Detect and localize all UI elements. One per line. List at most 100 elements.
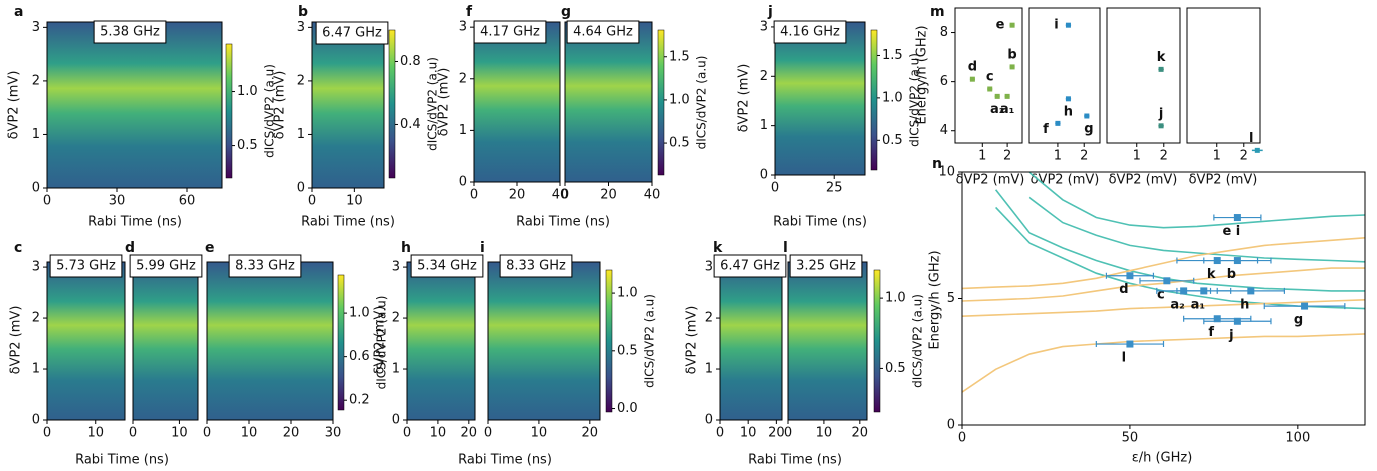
y-tick-label: 3 <box>705 260 713 275</box>
colorbar-tick-label: 1.0 <box>237 84 258 99</box>
panel-letter: g <box>561 4 571 20</box>
point <box>1065 22 1071 28</box>
x-tick-label: 2 <box>1080 149 1088 164</box>
point <box>969 76 975 82</box>
point-label: e i <box>1222 224 1240 239</box>
colorbar-tick-label: 0.0 <box>617 401 638 416</box>
point-label: k <box>1207 267 1216 282</box>
frequency-label: 6.47 GHz <box>720 259 780 274</box>
plot-frame <box>954 7 1023 144</box>
colorbar-tick-label: 0.5 <box>669 136 690 151</box>
y-tick-label: 3 <box>32 260 40 275</box>
frequency-label: 3.25 GHz <box>796 259 856 274</box>
panel-letter: l <box>783 240 788 256</box>
y-tick-label: 4 <box>940 123 948 138</box>
point-label: i <box>1054 18 1058 33</box>
point-label: b <box>1227 267 1236 282</box>
x-tick-label: 10 <box>740 426 757 441</box>
point <box>1233 317 1241 325</box>
x-tick-label: 10 <box>346 194 363 209</box>
point <box>1301 302 1309 310</box>
colorbar-tick-label: 1.0 <box>669 92 690 107</box>
point-label: l <box>1249 131 1253 146</box>
x-axis-label: δVP2 (mV) <box>1189 173 1258 188</box>
y-axis-label: δVP2 (mV) <box>685 306 700 375</box>
x-tick-label: 20 <box>509 188 526 203</box>
y-axis-label: δVP2 (mV) <box>9 306 24 375</box>
x-tick-label: 0 <box>203 426 211 441</box>
x-axis-label: δVP2 (mV) <box>1109 173 1178 188</box>
y-tick-label: 3 <box>459 20 467 35</box>
point <box>1158 123 1164 129</box>
x-tick-label: 0 <box>771 181 779 196</box>
x-tick-label: 0 <box>958 431 966 446</box>
plot-frame <box>1106 7 1181 144</box>
colorbar-tick-label: 0.2 <box>349 393 370 408</box>
colorbar-label: dICS/dVP2 (a.u) <box>643 294 657 388</box>
frequency-label: 4.16 GHz <box>780 25 840 40</box>
x-tick-label: 1 <box>1133 149 1141 164</box>
point-label: e <box>996 18 1005 33</box>
point <box>987 86 993 92</box>
x-tick-label: 10 <box>531 426 548 441</box>
x-tick-label: 40 <box>644 188 661 203</box>
point <box>1254 147 1260 153</box>
y-axis-label: Energy/h (GHz) <box>915 25 930 124</box>
point-label: a₂ <box>1170 297 1184 312</box>
point <box>1213 315 1221 323</box>
x-tick-label: 100 <box>1285 431 1310 446</box>
point <box>1163 277 1171 285</box>
y-tick-label: 3 <box>32 20 40 35</box>
x-tick-label: 30 <box>109 194 126 209</box>
y-tick-label: 0 <box>459 175 467 190</box>
y-axis-label: δVP2 (mV) <box>737 64 752 133</box>
point-label: f <box>1043 122 1049 137</box>
plot-frame <box>1028 7 1101 144</box>
x-tick-label: 2 <box>1003 149 1011 164</box>
level-curve <box>1028 196 1365 263</box>
heatmap-image <box>407 262 475 420</box>
colorbar <box>337 274 345 411</box>
x-axis-label: Rabi Time (ns) <box>75 453 169 468</box>
frequency-box <box>566 20 640 44</box>
point-label: a₁ <box>1191 297 1205 312</box>
heatmap-image <box>775 22 865 175</box>
colorbar-tick-label: 0.8 <box>400 54 421 69</box>
y-tick-label: 1 <box>705 362 713 377</box>
x-tick-label: 25 <box>826 181 843 196</box>
point-label: k <box>1157 50 1166 65</box>
x-axis-label: Rabi Time (ns) <box>458 453 552 468</box>
y-tick-label: 1 <box>459 123 467 138</box>
point <box>1126 340 1134 348</box>
x-tick-label: 60 <box>179 194 196 209</box>
panel-letter: f <box>466 4 473 20</box>
colorbar <box>870 29 878 171</box>
colorbar-tick-label: 1.5 <box>669 49 690 64</box>
y-tick-label: 2 <box>32 311 40 326</box>
heatmap-image <box>474 22 560 182</box>
point <box>1055 120 1061 126</box>
frequency-box <box>713 254 787 278</box>
level-curve <box>994 189 1365 292</box>
heatmap-image <box>488 262 600 420</box>
y-tick-label: 0 <box>392 413 400 428</box>
x-axis-label: δVP2 (mV) <box>1031 173 1100 188</box>
colorbar-tick-label: 1.0 <box>617 286 638 301</box>
frequency-label: 4.17 GHz <box>480 25 540 40</box>
panel-letter: d <box>125 240 135 256</box>
x-axis-label: Rabi Time (ns) <box>301 215 395 230</box>
point-label: c <box>1157 287 1165 302</box>
y-tick-label: 3 <box>760 19 768 34</box>
point-label: l <box>1122 351 1126 366</box>
y-tick-label: 2 <box>705 311 713 326</box>
colorbar <box>605 269 613 413</box>
panel-letter: h <box>401 240 411 256</box>
x-tick-label: 0 <box>43 194 51 209</box>
colorbar-label: dICS/dVP2 (a.u) <box>911 294 925 388</box>
frequency-label: 8.33 GHz <box>506 259 566 274</box>
point-label: h <box>1240 297 1249 312</box>
y-tick-label: 2 <box>760 69 768 84</box>
point-label: a₁ <box>1000 102 1014 117</box>
y-tick-label: 0 <box>32 181 40 196</box>
